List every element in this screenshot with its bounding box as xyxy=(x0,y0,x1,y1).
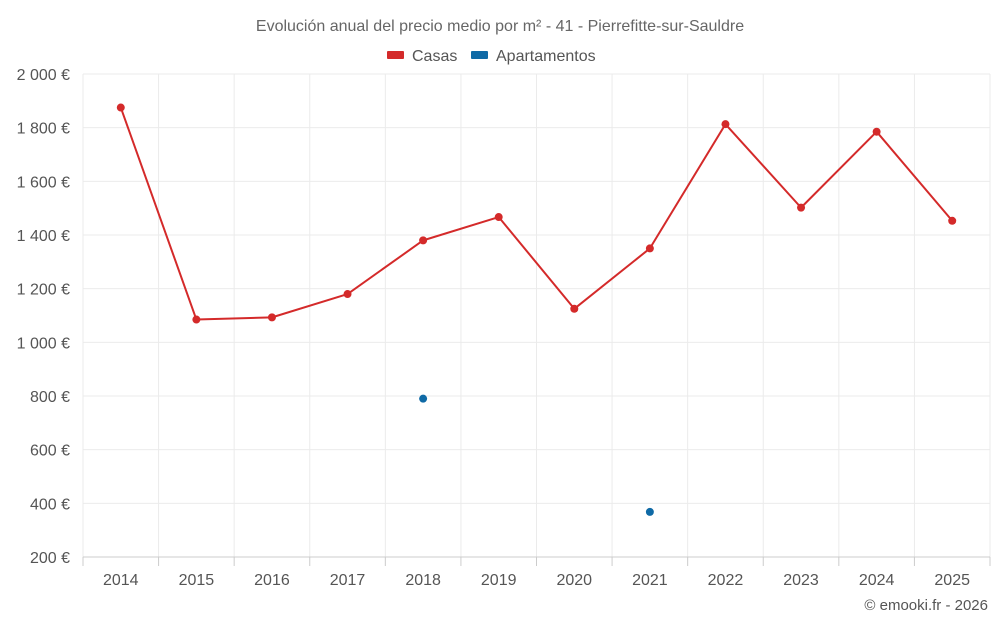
data-point-casas-2023[interactable] xyxy=(797,203,806,212)
x-tick-label: 2021 xyxy=(632,572,668,589)
series-apartamentos xyxy=(419,394,654,516)
series-layer xyxy=(116,103,957,516)
gridlines xyxy=(82,73,991,558)
x-tick-label: 2017 xyxy=(330,572,366,589)
y-tick-label: 1 800 € xyxy=(17,121,70,138)
data-point-casas-2024[interactable] xyxy=(872,127,881,136)
x-tick-label: 2024 xyxy=(859,572,895,589)
legend-swatch-casas xyxy=(387,51,404,59)
legend: Casas Apartamentos xyxy=(387,48,596,65)
data-point-casas-2019[interactable] xyxy=(494,213,503,222)
x-tick-label: 2019 xyxy=(481,572,517,589)
series-line-casas xyxy=(119,107,953,321)
x-tick-label: 2014 xyxy=(103,572,139,589)
data-point-casas-2021[interactable] xyxy=(645,244,654,253)
data-point-casas-2017[interactable] xyxy=(343,290,352,299)
y-tick-label: 600 € xyxy=(30,443,70,460)
x-tick-label: 2025 xyxy=(934,572,970,589)
data-point-casas-2015[interactable] xyxy=(192,315,201,324)
y-tick-label: 1 600 € xyxy=(17,174,70,191)
y-tick-label: 1 000 € xyxy=(17,335,70,352)
data-point-casas-2022[interactable] xyxy=(721,120,730,129)
data-point-apartamentos-2018[interactable] xyxy=(419,394,428,403)
credit-text: © emooki.fr - 2026 xyxy=(864,597,988,614)
data-point-casas-2018[interactable] xyxy=(419,236,428,245)
data-point-casas-2016[interactable] xyxy=(267,313,276,322)
x-tick-label: 2018 xyxy=(405,572,441,589)
legend-label-apartamentos[interactable]: Apartamentos xyxy=(496,48,596,65)
y-tick-label: 1 200 € xyxy=(17,282,70,299)
data-point-casas-2025[interactable] xyxy=(948,216,957,225)
x-tick-label: 2020 xyxy=(556,572,592,589)
x-tick-label: 2023 xyxy=(783,572,819,589)
data-point-casas-2020[interactable] xyxy=(570,304,579,313)
data-point-casas-2014[interactable] xyxy=(116,103,125,112)
x-tick-label: 2022 xyxy=(708,572,744,589)
y-tick-label: 1 400 € xyxy=(17,228,70,245)
chart-title: Evolución anual del precio medio por m² … xyxy=(256,18,744,35)
x-axis-ticks: 2014 2015 2016 2017 2018 2019 2020 2021 2022 2023… xyxy=(82,557,991,589)
y-tick-label: 200 € xyxy=(30,550,70,567)
legend-label-casas[interactable]: Casas xyxy=(412,48,457,65)
x-tick-label: 2016 xyxy=(254,572,290,589)
legend-swatch-apartamentos xyxy=(471,51,488,59)
y-tick-label: 2 000 € xyxy=(17,67,70,84)
y-tick-label: 800 € xyxy=(30,389,70,406)
y-axis-ticks: 200 € 400 € 600 € 800 € 1 000 € 1 200 € 1 400 … xyxy=(17,67,70,567)
y-tick-label: 400 € xyxy=(30,496,70,513)
data-point-apartamentos-2021[interactable] xyxy=(645,507,654,516)
x-tick-label: 2015 xyxy=(179,572,215,589)
series-casas xyxy=(116,103,957,324)
